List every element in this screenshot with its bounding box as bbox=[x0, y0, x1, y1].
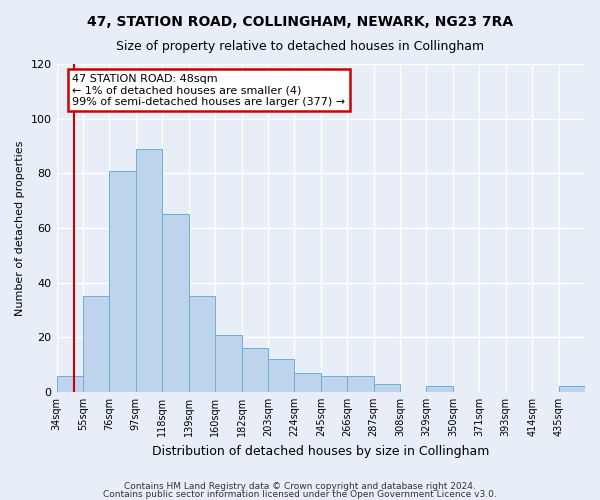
Text: Contains public sector information licensed under the Open Government Licence v3: Contains public sector information licen… bbox=[103, 490, 497, 499]
Text: Size of property relative to detached houses in Collingham: Size of property relative to detached ho… bbox=[116, 40, 484, 53]
Text: 47 STATION ROAD: 48sqm
← 1% of detached houses are smaller (4)
99% of semi-detac: 47 STATION ROAD: 48sqm ← 1% of detached … bbox=[73, 74, 346, 107]
Bar bbox=[321, 376, 347, 392]
Bar bbox=[83, 296, 109, 392]
Bar bbox=[56, 376, 83, 392]
Bar bbox=[374, 384, 400, 392]
Text: Contains HM Land Registry data © Crown copyright and database right 2024.: Contains HM Land Registry data © Crown c… bbox=[124, 482, 476, 491]
Bar bbox=[295, 373, 321, 392]
Bar bbox=[162, 214, 188, 392]
Bar bbox=[347, 376, 374, 392]
Bar bbox=[559, 386, 585, 392]
Bar bbox=[188, 296, 215, 392]
Bar bbox=[136, 148, 162, 392]
Y-axis label: Number of detached properties: Number of detached properties bbox=[15, 140, 25, 316]
Bar bbox=[215, 334, 242, 392]
Bar bbox=[268, 359, 295, 392]
Text: 47, STATION ROAD, COLLINGHAM, NEWARK, NG23 7RA: 47, STATION ROAD, COLLINGHAM, NEWARK, NG… bbox=[87, 15, 513, 29]
Bar bbox=[427, 386, 453, 392]
Bar bbox=[109, 170, 136, 392]
Bar bbox=[242, 348, 268, 392]
X-axis label: Distribution of detached houses by size in Collingham: Distribution of detached houses by size … bbox=[152, 444, 490, 458]
